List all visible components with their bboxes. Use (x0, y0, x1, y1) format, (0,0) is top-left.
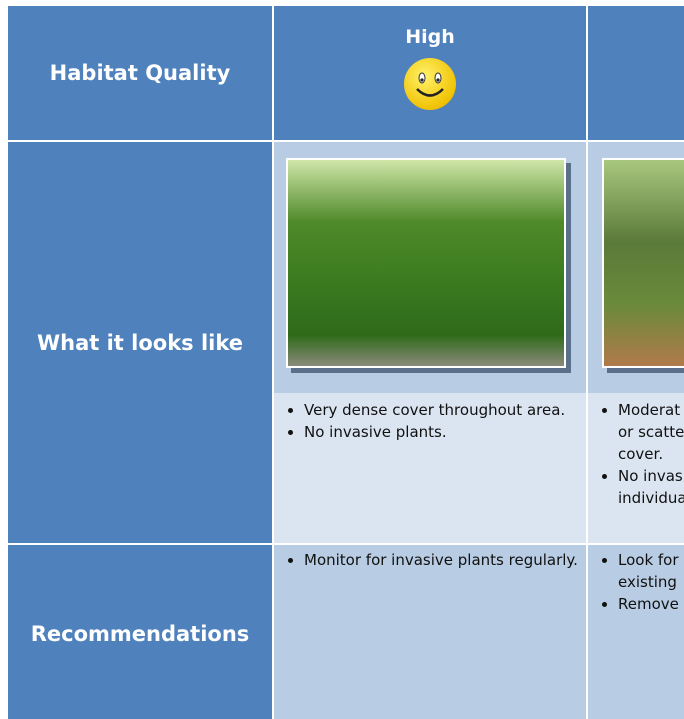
text-cell: Look forexistingRemove (588, 545, 684, 719)
bullet-text: cover. (618, 443, 684, 465)
bullet-list: Look forexistingRemove (588, 549, 684, 615)
smiley-icon (402, 56, 458, 112)
bullet: Remove (618, 593, 684, 615)
bullet-text: Remove (618, 593, 684, 615)
row-header: Recommendations (8, 545, 272, 719)
bullet-text: Look for (618, 549, 684, 571)
bullet: No invasive plants. (304, 421, 586, 443)
bullet-text: No invas (618, 465, 684, 487)
forest-photo (602, 158, 684, 368)
text-cell: Monitor for invasive plants regularly. (274, 545, 586, 719)
page: {"table": { "header": {"row_label": "Hab… (0, 0, 684, 719)
column-header (588, 6, 684, 140)
forest-photo (286, 158, 566, 368)
bullet-text: existing (618, 571, 684, 593)
bullet-list: Monitor for invasive plants regularly. (274, 549, 586, 571)
row-header: What it looks like (8, 142, 272, 543)
image-cell (588, 142, 684, 393)
row-header: Habitat Quality (8, 6, 272, 140)
column-header: High (274, 6, 586, 140)
bullet-text: individua (618, 487, 684, 509)
text-cell: Very dense cover throughout area. No inv… (274, 393, 586, 543)
column-title: High (274, 26, 586, 48)
bullet: Monitor for invasive plants regularly. (304, 549, 586, 571)
bullet-text: Moderat (618, 399, 684, 421)
bullet-text: or scatte (618, 421, 684, 443)
bullet: Very dense cover throughout area. (304, 399, 586, 421)
bullet-list: Very dense cover throughout area. No inv… (274, 399, 586, 443)
image-cell (274, 142, 586, 393)
